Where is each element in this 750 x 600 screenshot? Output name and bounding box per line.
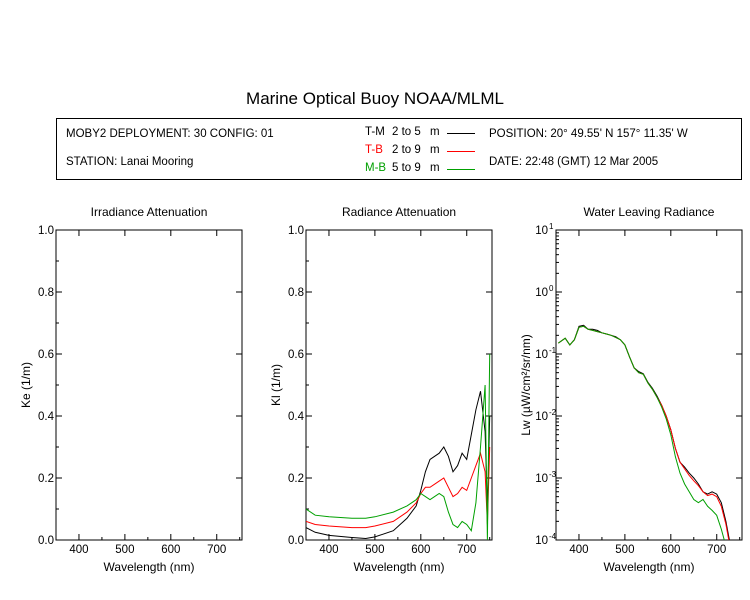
legend-unit-tb: m: [430, 144, 440, 156]
legend-unit-tm: m: [430, 126, 440, 138]
legend-code-mb: M-B: [365, 162, 387, 174]
x-tick-label: 600: [661, 544, 680, 556]
station-text: STATION: Lanai Mooring: [66, 156, 194, 168]
series-line-1: [306, 391, 491, 540]
x-tick-label: 500: [115, 544, 134, 556]
x-tick-label: 400: [319, 544, 338, 556]
y-tick-label: 0.4: [288, 411, 305, 423]
legend-line-mb: [447, 169, 475, 170]
y-tick-label: 0.0: [38, 535, 54, 547]
legend-code-tm: T-M: [365, 126, 385, 138]
x-axis-label: Wavelength (nm): [354, 560, 445, 574]
x-tick-label: 400: [69, 544, 88, 556]
y-tick-label: 10: [535, 535, 548, 547]
x-tick-label: 600: [411, 544, 430, 556]
series-line-3: [558, 325, 725, 540]
y-tick-label: 0.6: [38, 349, 54, 361]
x-tick-label: 600: [161, 544, 180, 556]
y-tick-label: 10: [535, 287, 548, 299]
y-tick-label: 0.0: [288, 535, 304, 547]
panel1-title: Irradiance Attenuation: [90, 205, 208, 219]
legend-range-mb: 5 to 9: [392, 162, 421, 174]
x-axis-label: Wavelength (nm): [104, 560, 195, 574]
page-title: Marine Optical Buoy NOAA/MLML: [246, 89, 504, 108]
deployment-text: MOBY2 DEPLOYMENT: 30 CONFIG: 01: [66, 128, 274, 140]
y-tick-label: 0.4: [38, 411, 55, 423]
x-tick-label: 500: [365, 544, 384, 556]
info-box: MOBY2 DEPLOYMENT: 30 CONFIG: 01 STATION:…: [56, 118, 742, 180]
legend-unit-mb: m: [430, 162, 440, 174]
legend-range-tb: 2 to 9: [392, 144, 421, 156]
y-tick-label: 10: [535, 349, 548, 361]
x-tick-label: 700: [707, 544, 726, 556]
legend-code-tb: T-B: [365, 144, 383, 156]
series-line-1: [558, 324, 730, 540]
x-tick-label: 500: [615, 544, 634, 556]
series-line-3: [306, 353, 491, 540]
legend-line-tb: [447, 151, 475, 152]
y-tick-label: 10: [535, 473, 548, 485]
position-text: POSITION: 20° 49.55' N 157° 11.35' W: [489, 128, 688, 140]
y-axis-label: Ke (1/m): [19, 362, 33, 408]
series-line-2: [558, 325, 730, 540]
x-tick-label: 700: [457, 544, 476, 556]
plot-frame: [555, 229, 743, 541]
y-tick-label: 0.2: [288, 473, 304, 485]
y-tick-label: 1.0: [38, 225, 54, 237]
y-tick-label: 0.8: [38, 287, 54, 299]
legend-line-tm: [447, 133, 475, 134]
panel2-title: Radiance Attenuation: [342, 205, 456, 219]
y-tick-label: 0.8: [288, 287, 304, 299]
y-axis-label: Lw (µW/cm²/sr/nm): [519, 334, 533, 436]
y-tick-exponent: -1: [549, 346, 557, 355]
plot-frame: [305, 229, 493, 541]
y-tick-exponent: -2: [549, 408, 557, 417]
y-tick-exponent: -4: [549, 532, 557, 541]
series-line-2: [306, 446, 491, 529]
y-tick-exponent: 1: [549, 222, 554, 231]
y-tick-exponent: -3: [549, 470, 557, 479]
y-tick-exponent: 0: [549, 284, 554, 293]
y-tick-label: 10: [535, 225, 548, 237]
y-tick-label: 1.0: [288, 225, 304, 237]
y-tick-label: 0.2: [38, 473, 54, 485]
panel3-title: Water Leaving Radiance: [584, 205, 715, 219]
date-text: DATE: 22:48 (GMT) 12 Mar 2005: [489, 156, 659, 168]
x-axis-label: Wavelength (nm): [604, 560, 695, 574]
legend-range-tm: 2 to 5: [392, 126, 421, 138]
y-tick-label: 10: [535, 411, 548, 423]
x-tick-label: 700: [207, 544, 226, 556]
y-axis-label: Kl (1/m): [269, 364, 283, 406]
y-tick-label: 0.6: [288, 349, 304, 361]
x-tick-label: 400: [569, 544, 588, 556]
plot-frame: [55, 229, 243, 541]
